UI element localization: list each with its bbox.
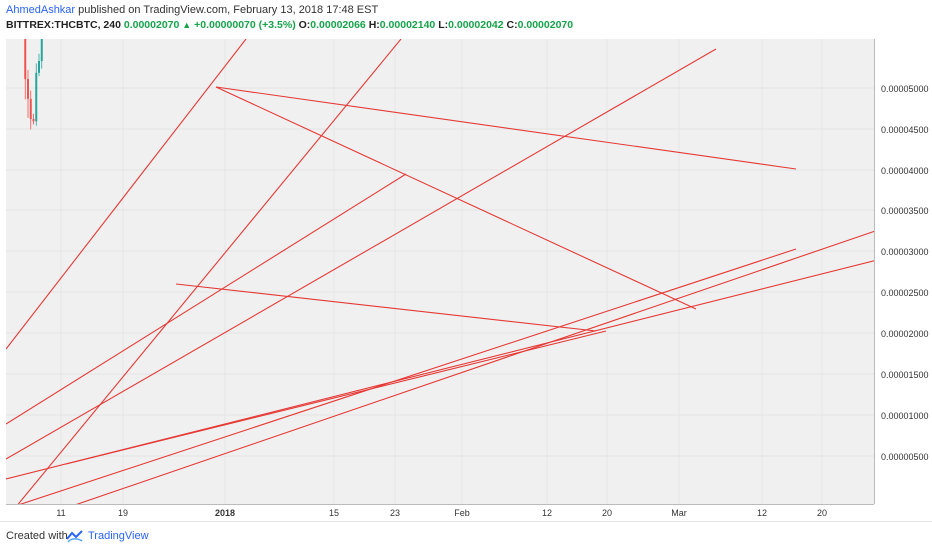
time-tick-label: 15 — [329, 508, 339, 518]
symbol-label: BITTREX:THCBTC, 240 — [6, 19, 121, 31]
price-tick-label: 0.00004500 — [881, 125, 929, 135]
price-tick-label: 0.00002500 — [881, 288, 929, 298]
low-value: 0.00002042 — [448, 19, 504, 31]
time-tick-label: 23 — [390, 508, 400, 518]
author-link[interactable]: AhmedAshkar — [6, 4, 76, 16]
trendline — [5, 38, 402, 520]
price-axis-svg: 0.00005000 0.00004500 0.00004000 0.00003500… — [881, 84, 929, 462]
trendline — [215, 86, 697, 310]
footer: Created with TradingView — [0, 521, 932, 551]
candle-body — [29, 98, 32, 120]
candle-body — [27, 79, 29, 99]
time-tick-label: 12 — [757, 508, 767, 518]
trendline — [5, 48, 717, 460]
price-change: +0.00000070 (+3.5%) — [194, 19, 296, 31]
trendline — [5, 173, 407, 425]
price-tick-label: 0.00004000 — [881, 166, 929, 176]
high-value: 0.00002140 — [379, 19, 436, 31]
trendline — [215, 86, 797, 170]
time-tick-label: Feb — [454, 508, 470, 518]
publish-text: published on TradingView.com, February 1… — [78, 4, 379, 16]
candle-body — [38, 61, 40, 73]
price-tick-label: 0.00005000 — [881, 84, 929, 94]
candlestick-chart[interactable] — [5, 0, 882, 520]
time-tick-label: 2018 — [215, 508, 235, 518]
price-axis[interactable]: 0.00005000 0.00004500 0.00004000 0.00003500… — [874, 39, 932, 504]
trendline — [175, 283, 597, 332]
chart-pane[interactable] — [5, 0, 882, 520]
tradingview-brand-link[interactable]: TradingView — [88, 530, 149, 542]
candle-body — [32, 119, 35, 122]
up-arrow-icon: ▲ — [182, 20, 192, 30]
time-axis[interactable]: 11 19 2018 15 23 Feb 12 20 Mar 12 20 — [6, 504, 874, 520]
price-tick-label: 0.00002000 — [881, 329, 929, 339]
tradingview-logo-icon — [66, 530, 83, 543]
open-value: 0.00002066 — [310, 19, 366, 31]
price-tick-label: 0.00000500 — [881, 452, 929, 462]
low-label: L: — [438, 19, 449, 31]
open-label: O: — [298, 19, 311, 31]
close-label: C: — [506, 19, 518, 31]
close-value: 0.00002070 — [517, 19, 574, 31]
time-axis-svg: 11 19 2018 15 23 Feb 12 20 Mar 12 20 — [56, 508, 827, 518]
last-price: 0.00002070 — [123, 19, 180, 31]
candle-body — [24, 27, 27, 80]
created-with-text: Created with — [6, 530, 68, 542]
trendline — [5, 248, 797, 510]
publish-info: AhmedAshkar published on TradingView.com… — [6, 4, 378, 16]
time-tick-label: 20 — [817, 508, 827, 518]
trendline — [33, 228, 882, 520]
candle-body — [35, 72, 38, 122]
time-tick-label: Mar — [671, 508, 687, 518]
trendline — [5, 38, 247, 350]
price-tick-label: 0.00003500 — [881, 206, 929, 216]
price-tick-label: 0.00003000 — [881, 247, 929, 257]
trendline — [5, 258, 882, 480]
time-tick-label: 19 — [118, 508, 128, 518]
time-tick-label: 12 — [542, 508, 552, 518]
time-tick-label: 11 — [56, 508, 65, 518]
high-label: H: — [368, 19, 380, 31]
price-tick-label: 0.00001500 — [881, 370, 929, 380]
candle-body — [40, 15, 43, 62]
time-tick-label: 20 — [602, 508, 612, 518]
price-tick-label: 0.00001000 — [881, 411, 929, 421]
ohlc-legend: BITTREX:THCBTC, 240 0.00002070 ▲ +0.0000… — [6, 19, 573, 31]
